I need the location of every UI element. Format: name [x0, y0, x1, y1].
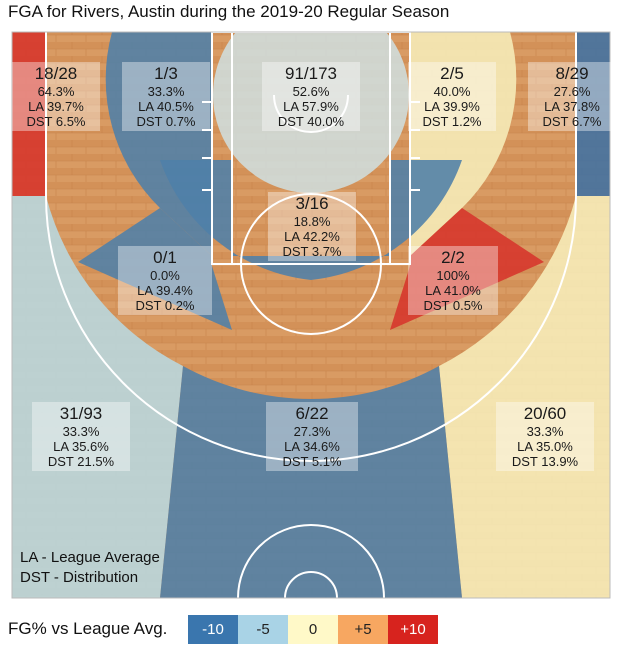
- zone-right-wing-3: [439, 196, 610, 598]
- lane-inner: [231, 32, 391, 265]
- free-throw-circle: [240, 193, 382, 335]
- zone-left-corner-3: [12, 32, 46, 196]
- zone-restricted-area: [213, 32, 409, 193]
- zone-left-wing-3: [12, 196, 183, 598]
- restricted-arc: [273, 94, 349, 133]
- note-distribution: DST - Distribution: [20, 569, 139, 586]
- zone-label-top-key-3: 6/22 27.3% LA 34.6% DST 5.1%: [266, 402, 358, 471]
- zone-label-left-mid-lower: 0/1 0.0% LA 39.4% DST 0.2%: [118, 246, 212, 315]
- legend-cell: +10: [388, 615, 438, 644]
- zone-label-left-wing-3: 31/93 33.3% LA 35.6% DST 21.5%: [32, 402, 130, 471]
- zone-right-mid-lower: [390, 208, 544, 330]
- legend-cell: +5: [338, 615, 388, 644]
- legend-label: FG% vs League Avg.: [8, 619, 168, 638]
- center-circle-inner: [284, 571, 338, 598]
- zone-paint-non-ra: [160, 160, 462, 280]
- legend-cell: 0: [288, 615, 338, 644]
- zone-label-paint: 3/16 18.8% LA 42.2% DST 3.7%: [268, 192, 356, 261]
- court-border: [11, 31, 611, 599]
- zone-label-right-mid-lower: 2/2 100% LA 41.0% DST 0.5%: [408, 246, 498, 315]
- chart-title: FGA for Rivers, Austin during the 2019-2…: [8, 2, 450, 21]
- zone-label-right-wing-3: 20/60 33.3% LA 35.0% DST 13.9%: [496, 402, 594, 471]
- zone-label-left-corner: 18/28 64.3% LA 39.7% DST 6.5%: [12, 62, 100, 131]
- zone-label-right-corner: 8/29 27.6% LA 37.8% DST 6.7%: [528, 62, 616, 131]
- center-circle-outer: [237, 524, 385, 598]
- zone-right-corner-3: [576, 32, 610, 196]
- three-point-arc: [45, 195, 577, 462]
- legend-cell: -10: [188, 615, 238, 644]
- zone-top-key-3: [160, 366, 462, 598]
- zone-label-restricted: 91/173 52.6% LA 57.9% DST 40.0%: [262, 62, 360, 131]
- note-league-average: LA - League Average: [20, 549, 160, 566]
- zone-label-left-mid-upper: 1/3 33.3% LA 40.5% DST 0.7%: [122, 62, 210, 131]
- zone-label-right-mid-upper: 2/5 40.0% LA 39.9% DST 1.2%: [408, 62, 496, 131]
- legend-cell: -5: [238, 615, 288, 644]
- zone-left-mid-lower: [78, 208, 232, 330]
